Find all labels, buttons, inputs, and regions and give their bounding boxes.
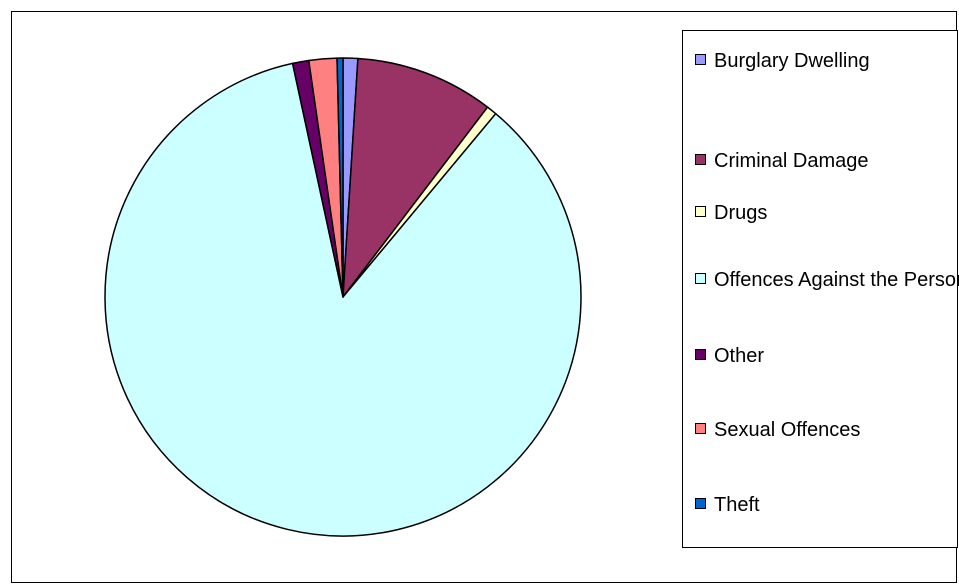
legend-swatch-sexual-offences	[695, 423, 706, 434]
legend-label-drugs: Drugs	[714, 202, 768, 224]
legend-label-criminal-damage: Criminal Damage	[714, 150, 869, 172]
legend-swatch-theft	[695, 498, 706, 509]
legend-label-sexual-offences: Sexual Offences	[714, 419, 861, 441]
pie-slices	[104, 57, 582, 537]
legend-swatch-offences-against-the-person	[695, 273, 706, 284]
legend-swatch-drugs	[695, 206, 706, 217]
legend-swatch-burglary-dwelling	[695, 54, 706, 65]
legend-swatch-criminal-damage	[695, 154, 706, 165]
legend: Burglary Dwelling Criminal Damage Drugs …	[682, 30, 959, 548]
pie-slice-theft	[336, 57, 344, 298]
pie-slice-criminal-damage	[342, 57, 489, 298]
legend-label-offences-against-the-person: Offences Against the Person	[714, 269, 959, 291]
legend-label-theft: Theft	[714, 494, 760, 516]
legend-label-other: Other	[714, 345, 765, 367]
legend-swatch-other	[695, 349, 706, 360]
pie-slice-offences-against-the-person	[104, 62, 582, 537]
legend-label-burglary-dwelling: Burglary Dwelling	[714, 50, 870, 72]
